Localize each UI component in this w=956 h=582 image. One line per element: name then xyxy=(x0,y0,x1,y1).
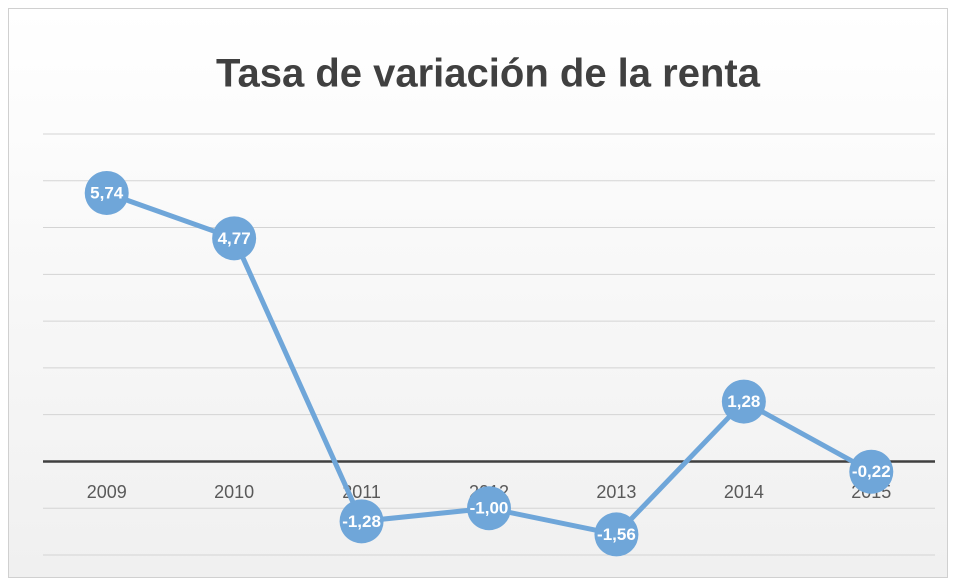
x-tick-label: 2014 xyxy=(724,482,764,502)
x-tick-label: 2010 xyxy=(214,482,254,502)
marker xyxy=(721,379,766,424)
data-label: 1,28 xyxy=(727,392,760,411)
x-tick-label: 2009 xyxy=(87,482,127,502)
marker xyxy=(594,512,639,557)
marker xyxy=(339,499,384,544)
marker xyxy=(849,449,894,494)
data-label: -1,56 xyxy=(597,525,636,544)
marker xyxy=(467,486,511,531)
data-label: 5,74 xyxy=(90,183,124,202)
marker xyxy=(84,170,129,215)
marker xyxy=(212,216,257,261)
data-label: -1,00 xyxy=(470,499,509,518)
chart-area xyxy=(8,8,948,578)
data-label: -0,22 xyxy=(852,462,891,481)
chart-title: Tasa de variación de la renta xyxy=(216,52,761,96)
data-label: -1,28 xyxy=(342,512,381,531)
x-tick-label: 2013 xyxy=(596,482,636,502)
data-label: 4,77 xyxy=(218,229,251,248)
